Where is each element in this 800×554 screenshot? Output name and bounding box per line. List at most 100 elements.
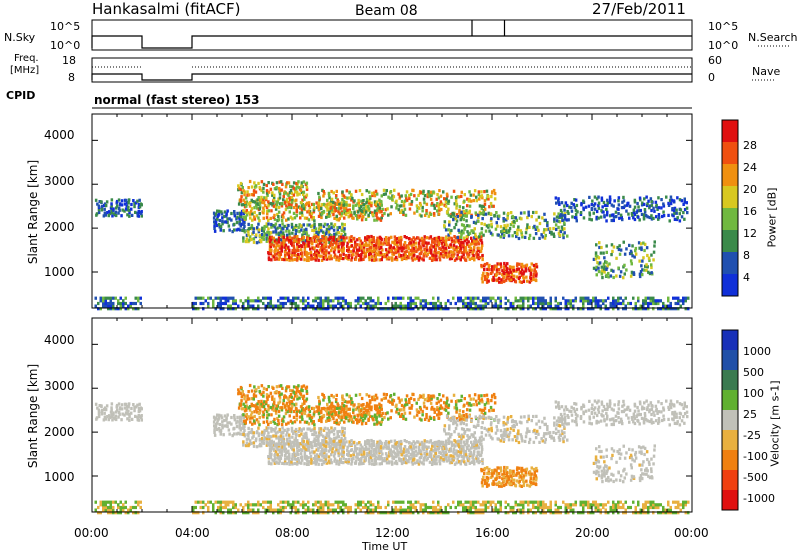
power-cell	[320, 212, 324, 216]
power-cell	[487, 268, 491, 272]
power-cell	[483, 202, 487, 206]
power-cell	[291, 217, 294, 221]
power-cell	[375, 239, 379, 243]
power-cell	[535, 265, 539, 269]
power-cell	[272, 224, 275, 228]
power-cell	[497, 307, 500, 311]
power-cell	[490, 217, 493, 221]
power-cell	[447, 237, 450, 241]
power-cell	[449, 214, 453, 219]
power-cell	[605, 266, 609, 270]
power-cell	[289, 189, 293, 193]
power-cell	[473, 189, 477, 193]
power-cell	[327, 238, 331, 242]
power-cell	[336, 255, 339, 259]
power-cell	[284, 253, 287, 257]
velocity-cell	[424, 445, 428, 449]
velocity-cell	[281, 461, 284, 465]
power-cell	[103, 207, 106, 211]
power-cell	[683, 200, 686, 204]
power-cell	[342, 299, 345, 303]
velocity-cell	[318, 452, 322, 456]
power-cell	[649, 197, 653, 201]
power-cell	[264, 307, 267, 311]
power-cell	[297, 240, 300, 244]
power-cell	[493, 197, 497, 201]
power-cell	[426, 192, 429, 197]
velocity-cell	[344, 460, 348, 464]
power-cell	[454, 301, 457, 306]
velocity-cell	[314, 454, 317, 458]
velocity-cell	[222, 433, 225, 437]
power-cell	[387, 241, 390, 245]
power-cell	[233, 222, 236, 226]
power-cell	[329, 235, 333, 240]
power-cell	[363, 250, 366, 254]
power-cell	[322, 304, 325, 308]
power-cell	[475, 250, 479, 254]
power-cell	[622, 240, 625, 244]
power-cell	[527, 296, 530, 300]
power-cell	[626, 203, 629, 207]
power-cell	[302, 235, 305, 239]
velocity-cell	[278, 448, 281, 452]
velocity-cell	[267, 460, 271, 464]
power-cell	[417, 247, 421, 251]
power-cell	[467, 301, 470, 306]
power-cell	[339, 296, 342, 300]
velocity-cell	[274, 450, 278, 454]
power-cell	[448, 257, 452, 261]
power-cell	[458, 208, 461, 213]
power-cell	[302, 207, 306, 211]
power-cell	[427, 241, 430, 245]
velocity-cell	[280, 423, 284, 427]
power-cell	[628, 204, 632, 208]
power-cell	[282, 234, 286, 238]
velocity-cell	[302, 435, 305, 439]
velocity-cell	[275, 389, 278, 394]
power-cell	[224, 299, 227, 303]
power-cell	[490, 268, 494, 272]
velocity-cell	[373, 404, 377, 408]
power-cell	[332, 250, 336, 254]
power-cell	[574, 296, 577, 300]
power-cell	[286, 251, 289, 255]
velocity-cell	[384, 452, 388, 456]
power-cell	[280, 245, 284, 249]
power-cell	[104, 204, 108, 208]
power-cell	[515, 234, 518, 239]
power-cell	[376, 236, 379, 240]
power-cell	[325, 236, 328, 240]
power-cell	[474, 237, 478, 241]
power-cell	[324, 255, 327, 259]
power-cell	[463, 199, 466, 203]
velocity-cell	[399, 447, 403, 451]
power-cell	[433, 206, 436, 210]
power-ytick-2000: 2000	[44, 220, 75, 234]
power-cell	[375, 212, 378, 216]
power-cell	[677, 301, 680, 306]
velocity-cell	[308, 409, 312, 414]
power-cell	[409, 304, 412, 308]
velocity-cell	[335, 411, 338, 415]
power-cell	[385, 257, 389, 261]
power-cell	[643, 210, 647, 214]
power-cell	[668, 219, 671, 223]
velocity-cell	[321, 392, 324, 396]
velocity-cell	[263, 428, 266, 433]
power-cell	[512, 274, 516, 278]
power-cell	[474, 221, 478, 225]
power-cell	[445, 255, 449, 259]
velocity-cell	[253, 414, 256, 419]
power-cell	[370, 242, 373, 246]
velocity-cell	[105, 404, 109, 408]
velocity-cell	[265, 428, 269, 432]
power-cell	[306, 210, 309, 214]
power-cell	[360, 246, 363, 250]
power-cell	[289, 215, 293, 219]
power-cell	[647, 270, 650, 274]
velocity-cell	[445, 452, 448, 456]
power-cell	[514, 307, 517, 311]
power-cell	[268, 248, 272, 252]
power-cell	[287, 245, 290, 249]
